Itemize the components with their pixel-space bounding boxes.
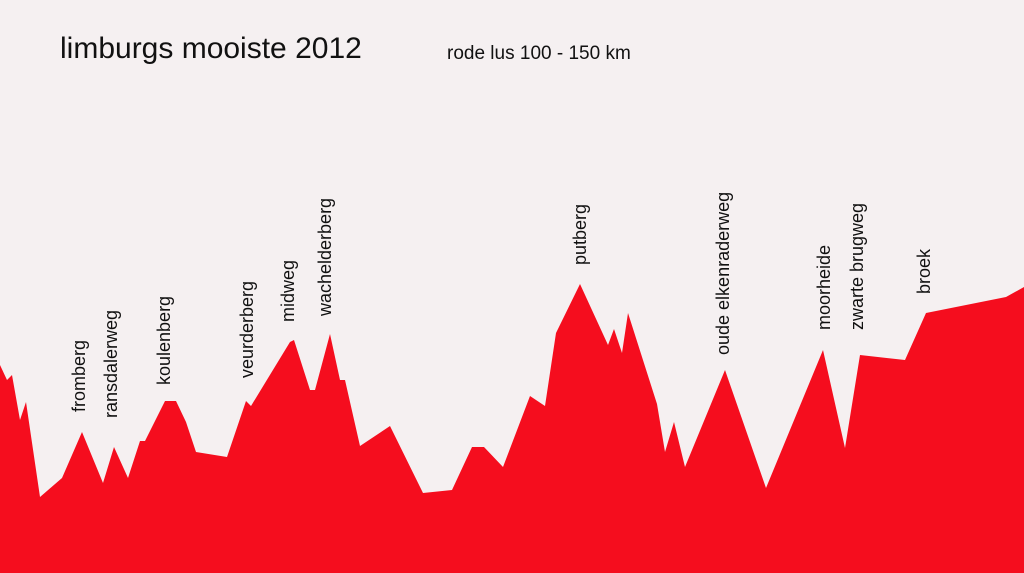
climb-label: fromberg bbox=[69, 340, 89, 412]
climb-label: veurderberg bbox=[237, 281, 257, 378]
climb-label: moorheide bbox=[814, 245, 834, 330]
climb-label: ransdalerweg bbox=[101, 310, 121, 418]
climb-label: zwarte brugweg bbox=[847, 203, 867, 330]
subtitle: rode lus 100 - 150 km bbox=[447, 43, 631, 64]
climb-labels: fromberg ransdalerweg koulenberg veurderber… bbox=[69, 192, 934, 418]
title: limburgs mooiste 2012 bbox=[60, 32, 362, 65]
climb-label: putberg bbox=[570, 204, 590, 265]
climb-label: koulenberg bbox=[154, 296, 174, 385]
elevation-profile bbox=[0, 284, 1024, 573]
climb-label: wachelderberg bbox=[315, 198, 335, 317]
climb-label: midweg bbox=[278, 260, 298, 322]
climb-label: oude elkenraderweg bbox=[713, 192, 733, 355]
climb-label: broek bbox=[914, 248, 934, 294]
